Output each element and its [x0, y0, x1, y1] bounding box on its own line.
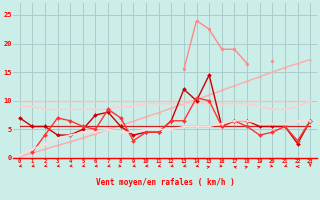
X-axis label: Vent moyen/en rafales ( km/h ): Vent moyen/en rafales ( km/h )	[96, 178, 234, 187]
